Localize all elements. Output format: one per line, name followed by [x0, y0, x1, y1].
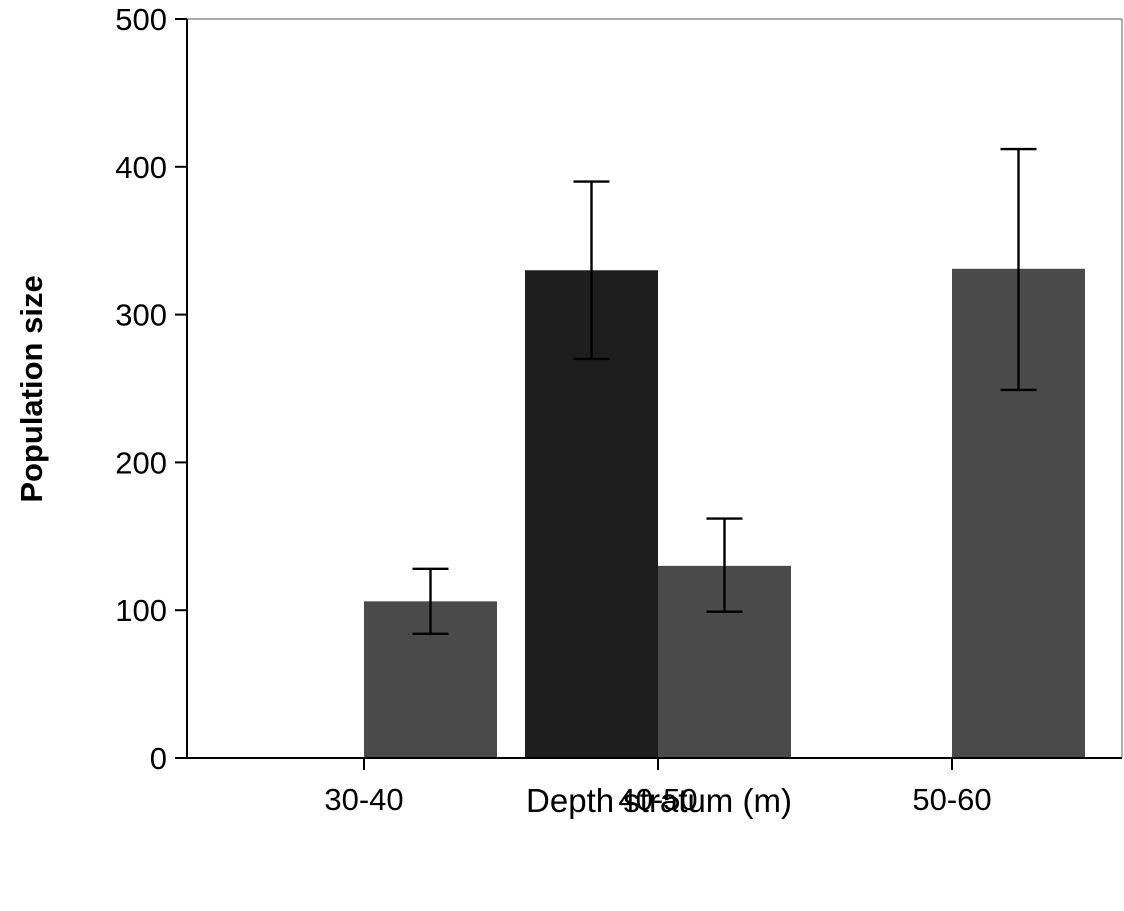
x-tick-label: 50-60 [912, 782, 991, 817]
y-tick-label: 300 [115, 298, 167, 333]
x-tick-label: 30-40 [324, 782, 403, 817]
bars [364, 268, 1085, 758]
axes [175, 18, 1122, 770]
error-bars [412, 147, 1037, 636]
y-tick-label: 400 [115, 150, 167, 185]
plot-frame [187, 18, 1123, 758]
tick-labels: 0 100 200 300 400 500 30-40 40-50 50-60 [115, 2, 991, 817]
y-tick-label: 100 [115, 593, 167, 628]
y-axis-label: Population size [14, 275, 49, 502]
x-axis-label: Depth stratum (m) [526, 782, 792, 819]
y-tick-label: 200 [115, 445, 167, 480]
y-tick-label: 0 [150, 741, 167, 776]
x-tick-label: 40-50 [618, 782, 697, 817]
y-tick-label: 500 [115, 2, 167, 37]
